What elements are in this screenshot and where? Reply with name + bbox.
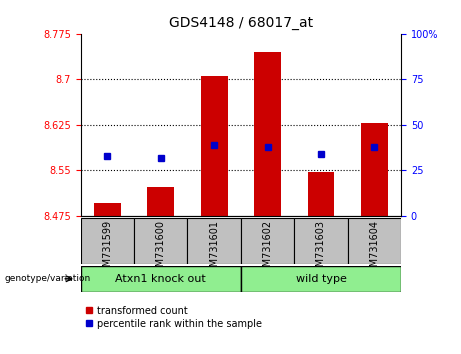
Text: GSM731599: GSM731599: [102, 220, 112, 279]
Text: GSM731604: GSM731604: [369, 220, 379, 279]
Bar: [307, 172, 334, 216]
Text: GSM731603: GSM731603: [316, 220, 326, 279]
Text: Atxn1 knock out: Atxn1 knock out: [115, 274, 206, 284]
Text: wild type: wild type: [296, 274, 346, 284]
Legend: transformed count, percentile rank within the sample: transformed count, percentile rank withi…: [86, 306, 262, 329]
Text: GSM731601: GSM731601: [209, 220, 219, 279]
Text: GSM731602: GSM731602: [263, 220, 272, 279]
Bar: [361, 123, 388, 216]
Text: genotype/variation: genotype/variation: [5, 274, 91, 283]
Bar: [241, 218, 294, 264]
Bar: [94, 202, 121, 216]
Text: GSM731600: GSM731600: [156, 220, 166, 279]
Bar: [201, 75, 228, 216]
Bar: [148, 187, 174, 216]
Bar: [254, 52, 281, 216]
Bar: [134, 218, 188, 264]
Bar: [81, 266, 241, 292]
Bar: [241, 266, 401, 292]
Title: GDS4148 / 68017_at: GDS4148 / 68017_at: [169, 16, 313, 30]
Bar: [348, 218, 401, 264]
Bar: [188, 218, 241, 264]
Bar: [294, 218, 348, 264]
Bar: [81, 218, 134, 264]
